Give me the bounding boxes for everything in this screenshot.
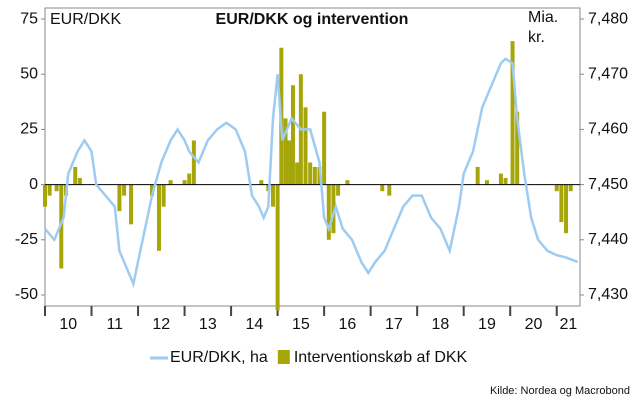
bar: [129, 184, 134, 225]
bar: [117, 184, 122, 212]
y-axis-label: EUR/DKK: [50, 11, 121, 28]
bar: [515, 111, 520, 185]
bar: [345, 180, 350, 185]
bar: [568, 184, 573, 192]
bar: [287, 140, 292, 185]
x-tick-label: 18: [432, 316, 450, 333]
legend-label: EUR/DKK, ha: [170, 349, 268, 366]
bar: [564, 184, 569, 234]
y-tick-label: 50: [20, 65, 38, 82]
chart-title: EUR/DKK og intervention: [216, 11, 409, 28]
bar: [73, 166, 78, 185]
y2-tick-label: 7,460: [588, 121, 628, 138]
bar: [77, 177, 82, 185]
x-tick-label: 10: [59, 316, 77, 333]
x-tick-label: 14: [245, 316, 263, 333]
bar: [336, 184, 341, 196]
x-tick-label: 15: [292, 316, 310, 333]
y-tick-label: -25: [15, 231, 38, 248]
bar: [380, 184, 385, 192]
source: Kilde: Nordea og Macrobond: [490, 385, 630, 397]
bar: [295, 162, 300, 185]
bar: [191, 140, 196, 185]
x-tick-label: 21: [559, 316, 577, 333]
y-tick-label: -50: [15, 286, 38, 303]
bar: [303, 107, 308, 185]
bar: [270, 184, 275, 207]
y-tick-label: 25: [20, 121, 38, 138]
bar: [331, 184, 336, 234]
x-tick-label: 13: [199, 316, 217, 333]
bar: [498, 173, 503, 185]
bar: [275, 184, 280, 311]
y2-tick-label: 7,470: [588, 65, 628, 82]
y2-axis-label: Mia. kr.: [528, 9, 559, 46]
bar: [387, 184, 392, 196]
bar: [510, 41, 515, 185]
bar: [54, 184, 59, 192]
bar: [326, 184, 331, 240]
bar: [182, 180, 187, 185]
bar: [122, 184, 127, 196]
x-tick-label: 19: [478, 316, 496, 333]
bar: [559, 184, 564, 223]
y2-tick-label: 7,440: [588, 231, 628, 248]
x-tick-label: 12: [152, 316, 170, 333]
legend-swatch: [277, 350, 290, 364]
x-tick-label: 16: [338, 316, 356, 333]
y-tick-label: 75: [20, 10, 38, 27]
bar: [503, 177, 508, 185]
bar: [312, 166, 317, 185]
bar: [259, 180, 264, 185]
bar: [475, 166, 480, 185]
bar: [283, 118, 288, 185]
x-tick-label: 20: [525, 316, 543, 333]
bar: [59, 184, 64, 269]
bar: [156, 184, 161, 251]
bar: [484, 180, 489, 185]
bar: [308, 162, 313, 185]
x-tick-label: 11: [106, 316, 123, 333]
bar: [168, 180, 173, 185]
plot-frame: [44, 7, 581, 307]
x-tick-label: 17: [385, 316, 403, 333]
bar: [43, 184, 47, 207]
bar: [187, 173, 192, 185]
bar: [554, 184, 559, 192]
bar: [161, 184, 166, 207]
y2-tick-label: 7,480: [588, 10, 628, 27]
bar: [47, 184, 52, 196]
legend-label: Interventionskøb af DKK: [294, 349, 468, 366]
bar: [150, 184, 154, 196]
bar: [290, 85, 295, 185]
line: [44, 57, 579, 289]
y2-tick-label: 7,430: [588, 286, 628, 303]
y-tick-label: 0: [29, 176, 38, 193]
bar: [322, 111, 327, 185]
y2-tick-label: 7,450: [588, 176, 628, 193]
